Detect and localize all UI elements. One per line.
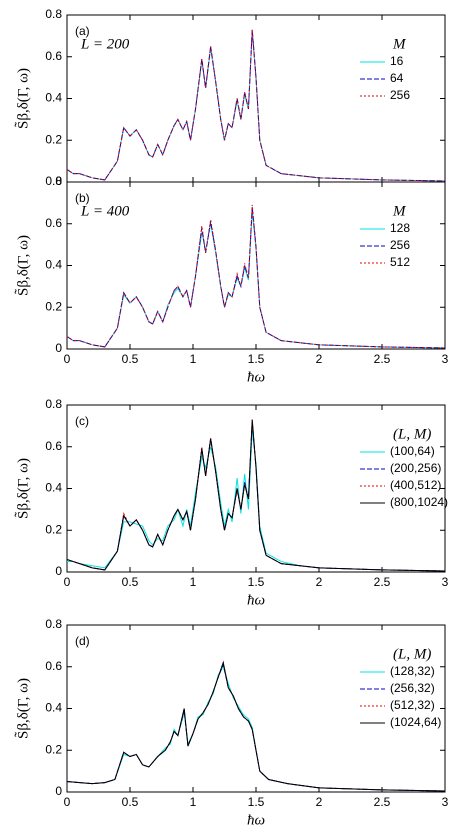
y-tick-label: 0.6 (45, 216, 62, 230)
y-axis-label: S̃β,δ(Γ, ω) (14, 678, 31, 739)
x-tick-label: 0.5 (122, 795, 139, 809)
series-line (66, 211, 446, 349)
y-axis-label: S̃β,δ(Γ, ω) (14, 458, 31, 519)
y-tick-label: 0.6 (45, 439, 62, 453)
legend-label: (128,32) (390, 664, 435, 678)
legend-title: M (392, 36, 407, 52)
x-tick-label: 0.5 (122, 575, 139, 589)
legend-label: 256 (390, 88, 410, 102)
x-axis-label: ħω (247, 812, 265, 828)
x-tick-label: 3 (442, 352, 449, 366)
y-tick-label: 0.8 (45, 397, 62, 411)
y-tick-label: 0.4 (45, 258, 62, 272)
y-tick-label: 0.4 (45, 701, 62, 715)
series-line (66, 660, 446, 792)
x-tick-label: 1.5 (248, 795, 265, 809)
panel-label: (b) (75, 191, 90, 205)
x-tick-label: 0.5 (122, 352, 139, 366)
y-axis-label: S̃β,δ(Γ, ω) (14, 68, 31, 129)
series-line (66, 204, 446, 349)
y-tick-label: 0.4 (45, 481, 62, 495)
y-tick-label: 0 (55, 341, 62, 355)
series-line (66, 419, 446, 572)
legend-label: (200,256) (390, 461, 441, 475)
series-line (66, 662, 446, 792)
y-tick-label: 0.6 (45, 659, 62, 673)
series-line (66, 31, 446, 182)
x-tick-label: 2 (316, 575, 323, 589)
series-line (66, 421, 446, 572)
legend-label: 16 (390, 54, 404, 68)
legend-label: (256,32) (390, 681, 435, 695)
panel-label: (c) (75, 414, 89, 428)
series-line (67, 429, 446, 572)
x-tick-label: 2.5 (374, 352, 391, 366)
x-tick-label: 0 (64, 795, 71, 809)
y-tick-label: 0 (55, 564, 62, 578)
y-tick-label: 0.2 (45, 299, 62, 313)
x-tick-label: 3 (442, 795, 449, 809)
series-line (66, 665, 446, 792)
legend-title: (L, M) (393, 646, 431, 662)
legend-label: (400,512) (390, 478, 441, 492)
legend-label: 512 (390, 255, 410, 269)
series-line (66, 660, 446, 792)
panel: 0 0.2 0.4 0.6 0.8 0 0.5 1 1.5 2 2.5 3 ħω S̃β,δ(Γ, ω) (… (14, 617, 448, 828)
plot-frame (66, 404, 446, 573)
annotation: L = 200 (80, 36, 130, 52)
legend-label: (512,32) (390, 698, 435, 712)
series-line (66, 419, 446, 572)
x-tick-label: 0 (64, 352, 71, 366)
legend-label: 64 (390, 71, 404, 85)
x-tick-label: 1.5 (248, 352, 265, 366)
legend-title: M (392, 203, 407, 219)
legend-label: (800,1024) (390, 495, 448, 509)
legend-label: (100,64) (390, 444, 435, 458)
x-tick-label: 2.5 (374, 795, 391, 809)
series-line (66, 29, 446, 182)
legend-title: (L, M) (393, 426, 431, 442)
y-tick-label: 0.2 (45, 742, 62, 756)
series-line (66, 207, 446, 349)
x-axis-label: ħω (247, 369, 265, 385)
panel-label: (d) (75, 634, 90, 648)
panel-label: (a) (75, 24, 90, 38)
legend-label: 128 (390, 221, 410, 235)
x-tick-label: 3 (442, 575, 449, 589)
x-tick-label: 1 (190, 575, 197, 589)
x-tick-label: 1 (190, 795, 197, 809)
x-tick-label: 1.5 (248, 575, 265, 589)
y-tick-label: 0.8 (45, 7, 62, 21)
y-tick-label: 0.4 (45, 91, 62, 105)
y-tick-label: 0.2 (45, 522, 62, 536)
y-tick-label: 0.8 (45, 174, 62, 188)
x-axis-label: ħω (247, 592, 265, 608)
panel: 0 0.2 0.4 0.6 0.8 0 0.5 1 1.5 2 2.5 3 ħω S̃β,δ(Γ, ω) (… (14, 397, 448, 608)
y-tick-label: 0.2 (45, 132, 62, 146)
x-tick-label: 2 (316, 352, 323, 366)
x-tick-label: 2.5 (374, 575, 391, 589)
legend-label: (1024,64) (390, 715, 441, 729)
y-tick-label: 0 (55, 174, 62, 188)
y-tick-label: 0.6 (45, 49, 62, 63)
y-tick-label: 0.8 (45, 617, 62, 631)
y-tick-label: 0 (55, 784, 62, 798)
x-tick-label: 1 (190, 352, 197, 366)
panel: 0 0.2 0.4 0.6 0.8 S̃β,δ(Γ, ω) (a)L = 200 M 16 64 2… (14, 7, 446, 188)
plot-frame (66, 624, 446, 793)
x-tick-label: 0 (64, 575, 71, 589)
annotation: L = 400 (80, 203, 130, 219)
legend-label: 256 (390, 238, 410, 252)
y-axis-label: S̃β,δ(Γ, ω) (14, 235, 31, 296)
x-tick-label: 2 (316, 795, 323, 809)
